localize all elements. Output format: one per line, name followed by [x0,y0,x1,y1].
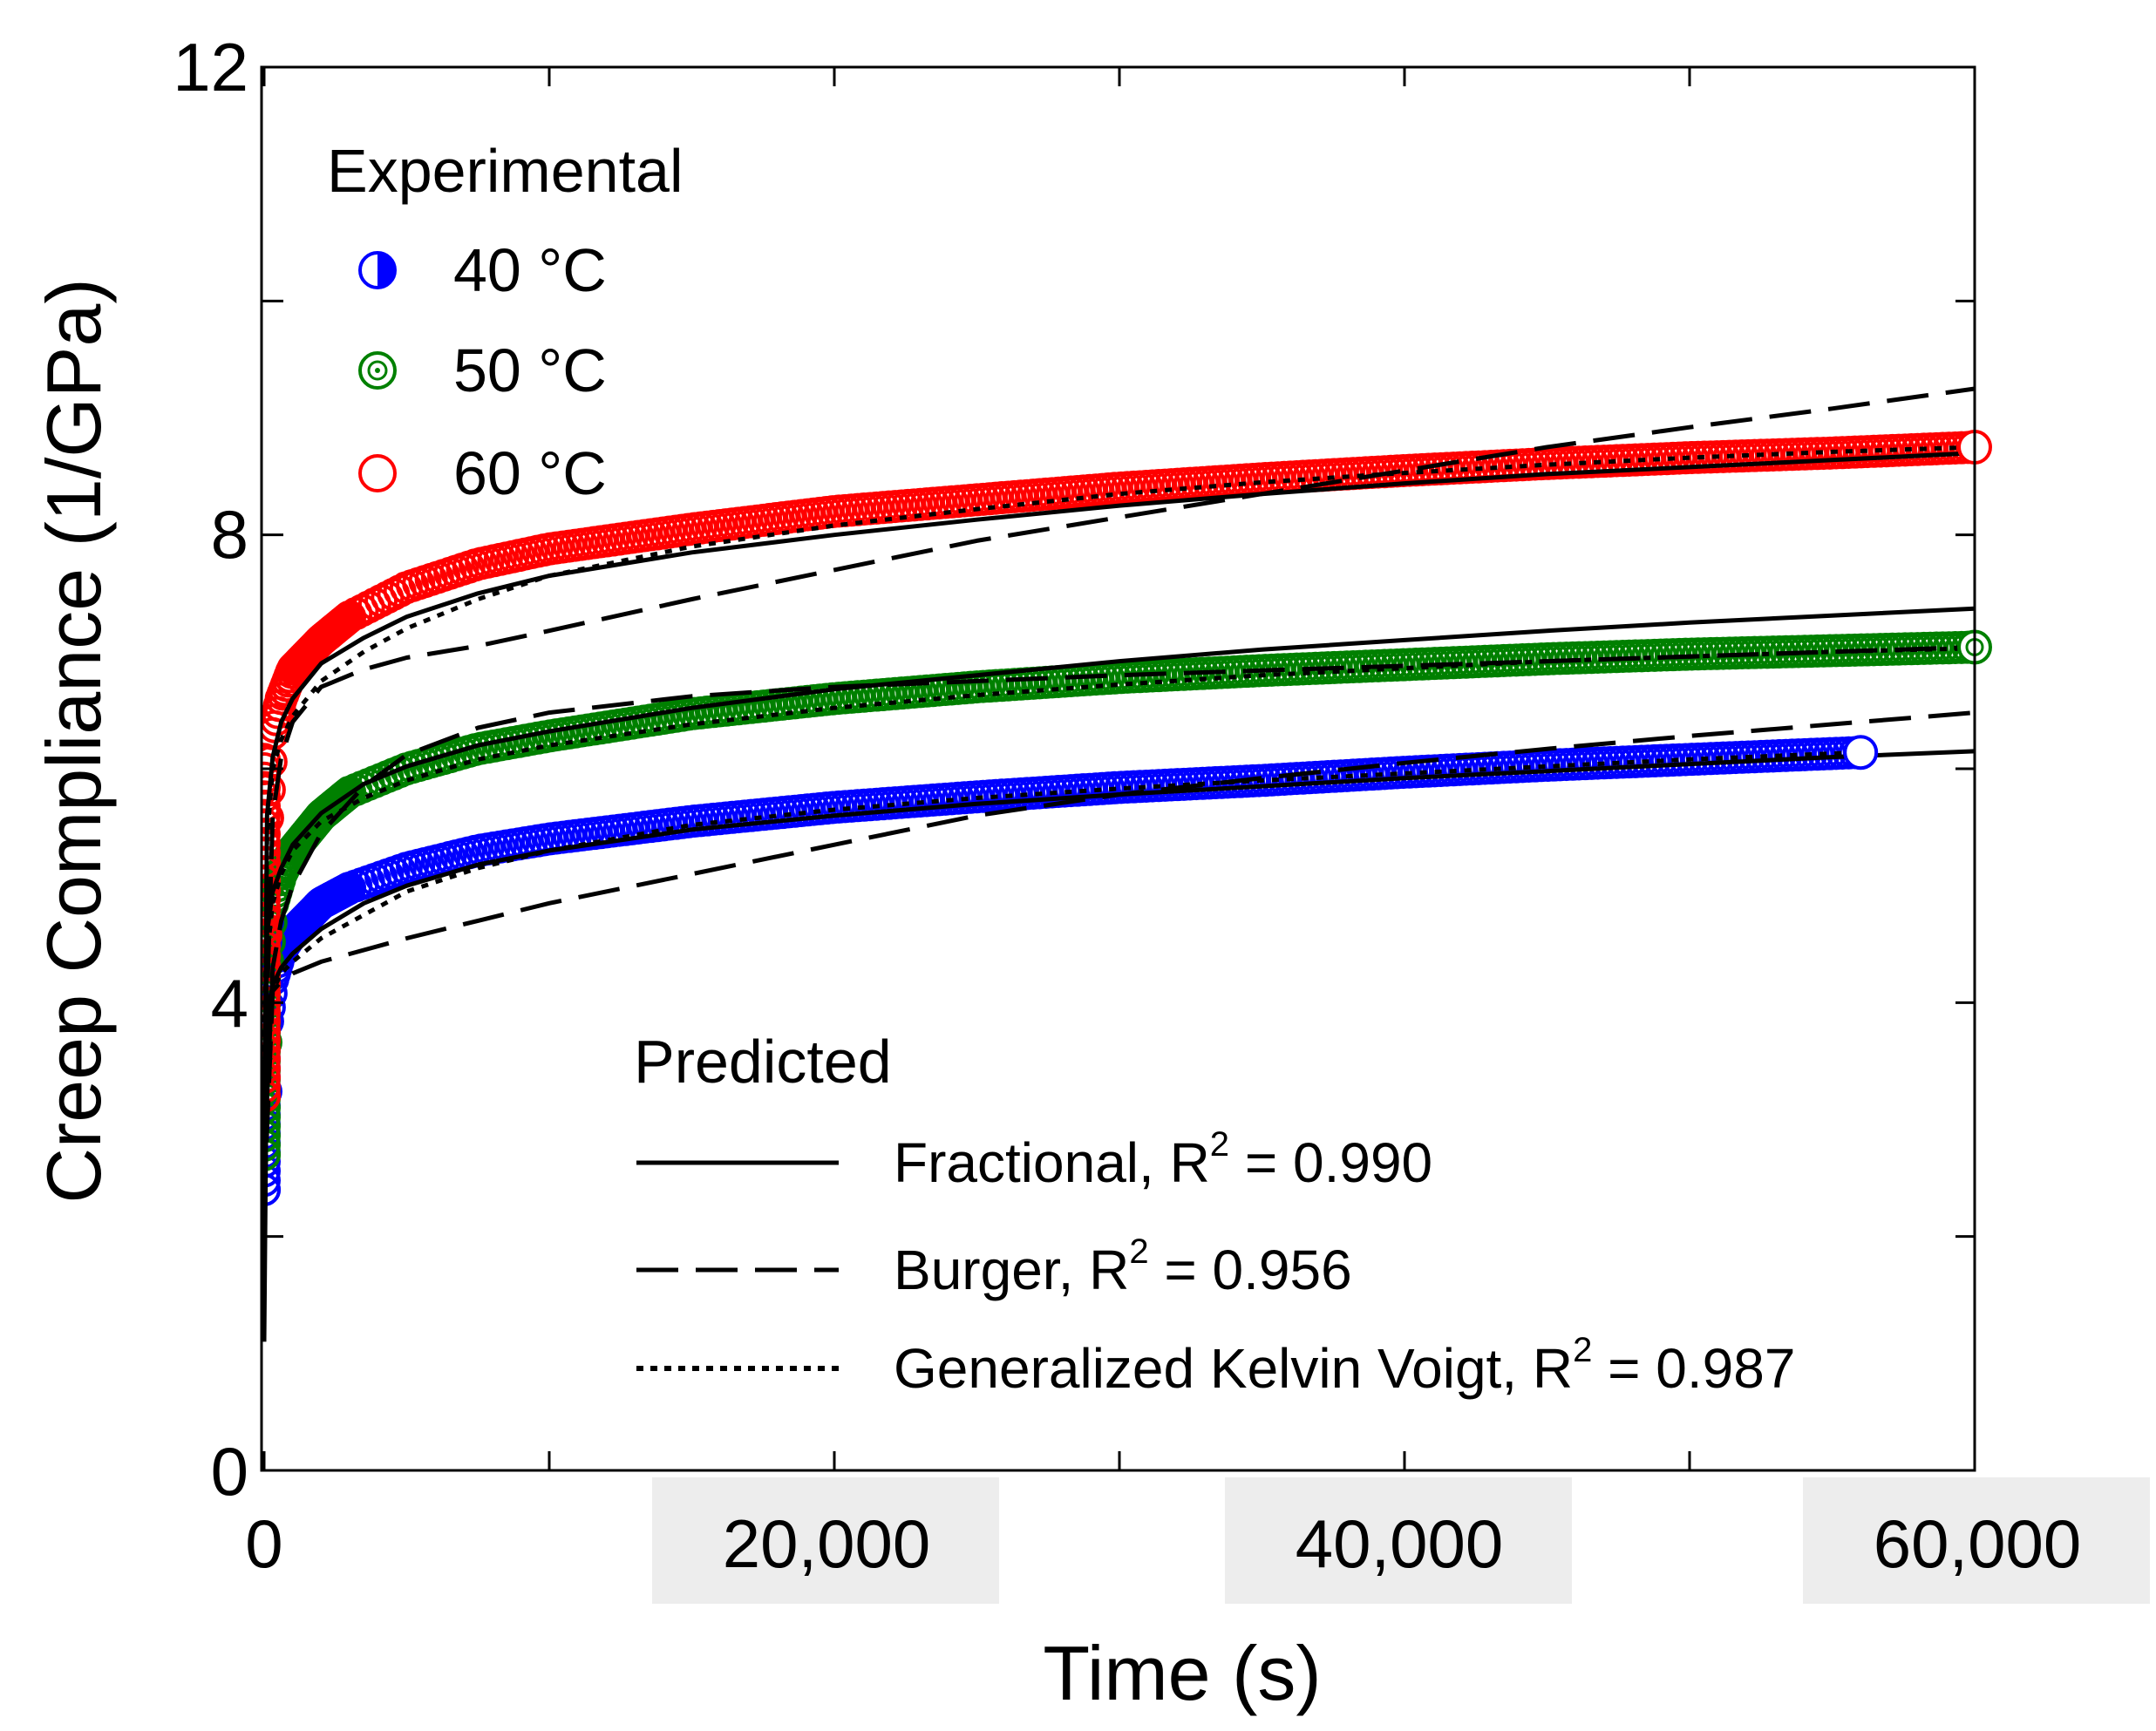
predicted-curve-burger-50-c [262,645,1975,1167]
fractional-r2-value: 0.990 [1293,1131,1432,1194]
predicted-curve-generalized-kelvin-voigt-50-c [262,646,1975,1155]
predicted-legend-title: Predicted [634,1028,892,1096]
legend-marker-60c [358,454,397,492]
y-tick-label-4: 4 [211,965,248,1042]
legend-label-fractional: Fractional, R2 = 0.990 [894,1125,1432,1194]
y-tick-label-8: 8 [211,496,248,573]
x-tick-label-bg-20000 [652,1477,999,1604]
experimental-legend: Experimental 40 °C 50 °C 60 °C [327,137,684,507]
x-tick-label-0: 0 [245,1505,282,1582]
experimental-legend-title: Experimental [327,137,684,205]
x-tick-label-40000: 40,000 [1296,1505,1504,1582]
predicted-curve-fractional-60-c [262,451,1975,1178]
y-tick-label-12: 12 [173,29,248,105]
x-axis-title: Time (s) [1043,1630,1321,1716]
fractional-label-prefix: Fractional, R [894,1131,1210,1194]
burger-r2-value: 0.956 [1213,1239,1352,1301]
predicted-legend: Predicted Fractional, R2 = 0.990 Burger,… [634,1028,1795,1400]
gkv-label-prefix: Generalized Kelvin Voigt, R [894,1337,1573,1400]
predicted-curve-burger-40-c [262,710,1975,1202]
predicted-curves-layer [262,386,1975,1342]
predicted-curve-fractional-50-c [262,606,1975,1260]
y-axis-title: Creep Compliance (1/GPa) [31,278,117,1203]
predicted-curve-generalized-kelvin-voigt-60-c [262,445,1975,1096]
legend-marker-50c [358,351,397,390]
x-tick-label-20000: 20,000 [723,1505,931,1582]
x-tick-label-60000: 60,000 [1874,1505,2082,1582]
legend-marker-40c [358,251,397,289]
legend-label-gkv: Generalized Kelvin Voigt, R2 = 0.987 [894,1331,1795,1400]
x-tick-label-bg-40000 [1225,1477,1572,1604]
predicted-curve-fractional-40-c [262,749,1975,1342]
predicted-curve-burger-60-c [262,386,1975,1096]
end-marker-40-c [1843,735,1879,770]
gkv-r2-value: 0.987 [1656,1337,1795,1400]
legend-label-50c: 50 °C [453,336,607,404]
burger-label-prefix: Burger, R [894,1239,1129,1301]
axis-ticks [262,65,1976,1472]
legend-label-60c: 60 °C [453,439,607,507]
legend-label-burger: Burger, R2 = 0.956 [894,1232,1352,1301]
x-tick-label-bg-60000 [1803,1477,2150,1604]
y-tick-label-0: 0 [211,1433,248,1510]
legend-label-40c: 40 °C [453,236,607,304]
